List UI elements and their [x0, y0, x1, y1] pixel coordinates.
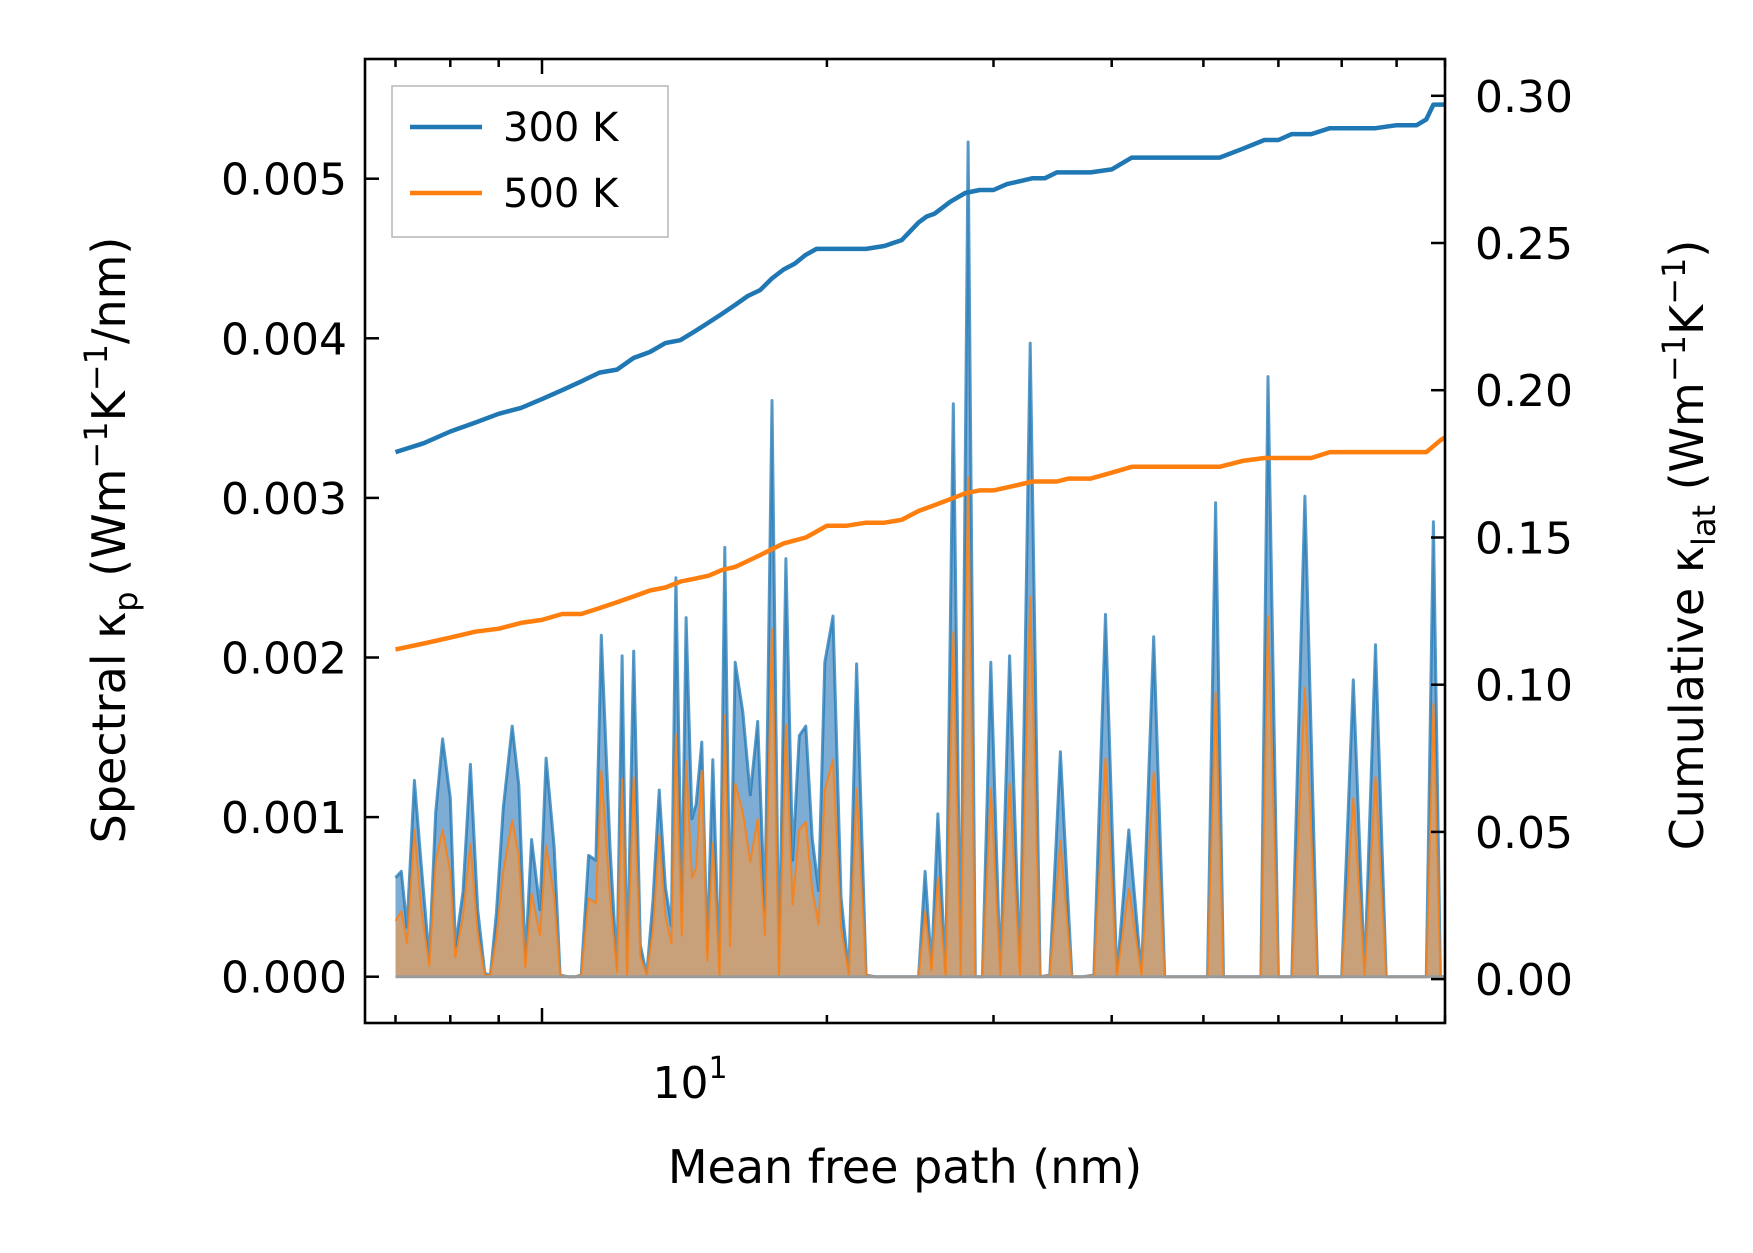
y-tick-label-right: 0.30 — [1475, 72, 1573, 123]
cumulative-line-300k — [394, 102, 1445, 455]
y-tick-label-left: 0.001 — [221, 793, 347, 844]
y-tick-label-left: 0.005 — [221, 155, 347, 206]
plot-frame — [363, 57, 1447, 1025]
legend: 300 K 500 K — [391, 85, 669, 238]
x-axis-label: Mean free path (nm) — [668, 1140, 1142, 1194]
y-tick-label-left: 0.002 — [221, 634, 347, 685]
y-tick-label-right: 0.15 — [1475, 514, 1573, 565]
y-tick-label-left: 0.004 — [221, 314, 347, 365]
y-tick-label-left: 0.000 — [221, 953, 347, 1004]
y-axis-label-right: Cumulative κlat (Wm−1K−1) — [1655, 240, 1723, 851]
legend-box — [391, 85, 669, 238]
y-tick-label-right: 0.00 — [1475, 955, 1573, 1006]
y-tick-label-right: 0.10 — [1475, 661, 1573, 712]
y-axis-label-left: Spectral κp (Wm−1K−1/nm) — [77, 237, 145, 844]
y-tick-label-right: 0.25 — [1475, 219, 1573, 270]
legend-label-500k: 500 K — [503, 171, 620, 217]
spectral-area-500k — [395, 477, 1445, 977]
cumulative-line-500k — [395, 435, 1447, 652]
y-tick-label-right: 0.20 — [1475, 366, 1573, 417]
y-tick-label-right: 0.05 — [1475, 808, 1573, 859]
legend-label-300k: 300 K — [503, 105, 620, 151]
plot-series — [394, 102, 1447, 979]
axis-ticks: 0.000 0.001 0.002 0.003 0.004 0.005 0.00 0.05 0.… — [221, 59, 1573, 1023]
x-tick-label-10: 101 — [652, 1051, 727, 1109]
y-tick-label-left: 0.003 — [221, 474, 347, 525]
